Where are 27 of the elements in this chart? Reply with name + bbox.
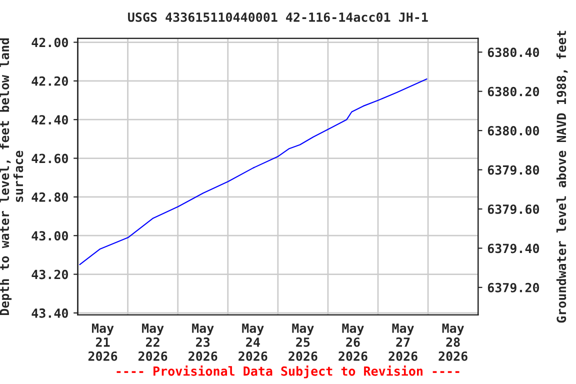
y-tick-label: 43.40 (32, 308, 68, 318)
y2-tick-label: 6380.40 (488, 48, 540, 58)
y2-tick-label: 6379.20 (488, 282, 540, 292)
line-series (79, 78, 428, 266)
x-tick-label: May 26 2026 (338, 324, 368, 361)
y-tick-label: 42.60 (32, 154, 68, 164)
y2-tick-label: 6379.80 (488, 165, 540, 175)
x-tick-label: May 21 2026 (88, 324, 118, 361)
y-tick-label: 42.40 (32, 115, 68, 125)
x-tick-label: May 27 2026 (388, 324, 418, 361)
x-tick-label: May 22 2026 (138, 324, 168, 361)
x-tick-label: May 28 2026 (438, 324, 468, 361)
y2-axis-title: Groundwater level above NAVD 1988, feet (556, 30, 568, 323)
y2-tick-label: 6379.60 (488, 204, 540, 214)
y-tick-label: 42.20 (32, 76, 68, 86)
chart-title: USGS 433615110440001 42-116-14acc01 JH-1 (128, 12, 428, 22)
text: ---- Provisional Data Subject to Revision ---- (116, 365, 460, 378)
y-tick-label: 42.00 (32, 38, 68, 48)
y-tick-label: 42.80 (32, 192, 68, 202)
y2-tick-label: 6380.00 (488, 126, 540, 136)
y2-tick-label: 6380.20 (488, 86, 540, 96)
x-tick-label: May 23 2026 (188, 324, 218, 361)
y-tick-label: 43.20 (32, 270, 68, 280)
y2-tick-label: 6379.40 (488, 244, 540, 254)
y-tick-label: 43.00 (32, 231, 68, 241)
x-tick-label: May 24 2026 (238, 324, 268, 361)
x-tick-label: May 25 2026 (288, 324, 318, 361)
